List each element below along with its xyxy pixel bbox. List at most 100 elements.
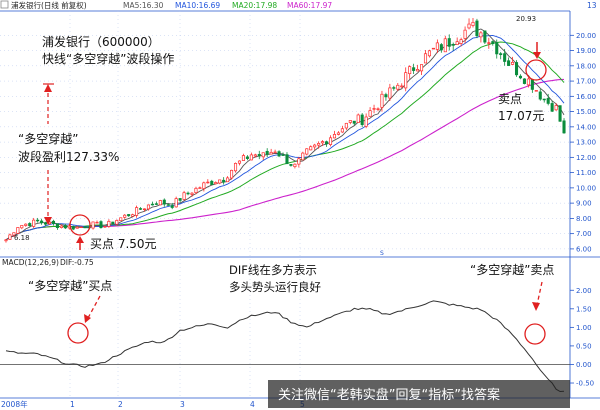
buy-circle [69, 214, 91, 236]
candle-body [230, 169, 234, 179]
header-bg [0, 0, 600, 10]
candle-body [530, 79, 534, 90]
candle-body [321, 141, 325, 144]
candle-body [503, 53, 507, 62]
price-tick-label: 11.00 [576, 169, 596, 177]
candle-body [249, 154, 253, 161]
candle-body [198, 187, 202, 189]
ma5-path [5, 28, 565, 241]
candle-body [439, 44, 443, 51]
macd-y-ticks: -0.50 0.00 0.50 1.00 1.50 2.00 [570, 287, 594, 388]
candle-body [435, 42, 439, 50]
candle-body [511, 61, 515, 65]
candle-body [63, 225, 67, 229]
candle-body [182, 192, 186, 200]
ma10-label: MA10:16.69 [175, 1, 220, 10]
buy-label: 买点 7.50元 [90, 237, 157, 251]
candle-body [107, 220, 111, 227]
candle-body [384, 94, 388, 98]
profit-arrowhead-up-icon [44, 84, 52, 92]
macd-buy-label: “多空穿越”买点 [28, 278, 112, 293]
candle-body [8, 234, 12, 240]
candle-body [257, 154, 261, 157]
candle-body [479, 32, 483, 38]
price-grid [0, 11, 570, 398]
candle-body [4, 239, 8, 242]
candle-body [146, 204, 150, 210]
macd-tick-label: 0.50 [576, 342, 592, 350]
profit-arrowhead-down-icon [44, 217, 52, 225]
candle-body [51, 220, 56, 224]
candle-body [135, 207, 139, 216]
candle-body [447, 38, 451, 47]
x-label-1: 1 [70, 400, 75, 409]
x-label-year: 2008年 [1, 399, 28, 409]
candle-body [277, 151, 281, 157]
candle-body [273, 151, 277, 154]
title-line2: 快线“多空穿越”波段操作 [42, 51, 174, 66]
candle-body [408, 66, 412, 75]
candle-body [91, 221, 95, 229]
candle-body [514, 62, 519, 76]
sell-line2: 17.07元 [498, 109, 544, 123]
watermark-banner: 关注微信“老韩实盘”回复“指标”找答案 [268, 380, 570, 408]
candle-body [412, 67, 416, 71]
candle-body [483, 30, 487, 43]
sell-line1: 卖点 [498, 92, 522, 106]
price-tick-label: 13.00 [576, 139, 596, 147]
price-tick-label: 7.00 [576, 230, 592, 238]
ma60-label: MA60:17.97 [287, 1, 332, 10]
candle-body [562, 120, 566, 134]
candle-body [174, 198, 178, 208]
candle-body [348, 120, 352, 123]
candle-body [233, 163, 238, 172]
candle-body [475, 20, 479, 37]
candle-body [372, 108, 376, 110]
watermark-bg [268, 380, 570, 408]
candle-body [166, 204, 170, 206]
candle-body [344, 122, 348, 129]
candle-body [131, 214, 135, 217]
price-tick-label: 10.00 [576, 184, 596, 192]
candle-body [83, 226, 87, 229]
candle-body [24, 223, 28, 226]
header-box-icon[interactable] [0, 0, 9, 9]
candle-body [431, 47, 435, 50]
candle-body [400, 85, 404, 88]
ma10-path [5, 35, 565, 241]
candle-body [364, 116, 368, 127]
candle-body [550, 103, 554, 112]
candle-body [253, 154, 257, 157]
price-tick-label: 18.00 [576, 62, 596, 70]
candle-body [459, 39, 463, 44]
candle-body [222, 179, 226, 183]
candle-body [313, 144, 317, 148]
candle-body [115, 220, 119, 225]
price-tick-label: 12.00 [576, 154, 596, 162]
candle-body [241, 155, 245, 161]
candle-body [538, 91, 542, 100]
candle-body [194, 187, 198, 193]
s-marker: S [380, 250, 384, 257]
candle-body [317, 143, 321, 146]
candle-body [423, 53, 428, 64]
candle-body [522, 78, 526, 84]
macd-panel: MACD(12,26,9) DIF:-0.75 -0.50 0.00 0.50 1.0… [0, 258, 594, 393]
candle-body [190, 192, 194, 195]
candle-body [71, 226, 75, 230]
price-tick-label: 19.00 [576, 47, 596, 55]
candle-body [59, 225, 63, 228]
macd-tick-label: 0.00 [576, 361, 592, 369]
macd-mid-line1: DIF线在多方表示 [229, 263, 317, 277]
candle-body [451, 44, 455, 46]
price-tick-label: 17.00 [576, 78, 596, 86]
candle-body [499, 53, 503, 56]
candle-body [103, 225, 107, 228]
candle-body [123, 214, 127, 218]
candle-body [507, 60, 511, 66]
candle-body [214, 182, 218, 185]
candle-body [226, 177, 230, 183]
price-tick-label: 14.00 [576, 123, 596, 131]
candle-body [336, 132, 340, 135]
